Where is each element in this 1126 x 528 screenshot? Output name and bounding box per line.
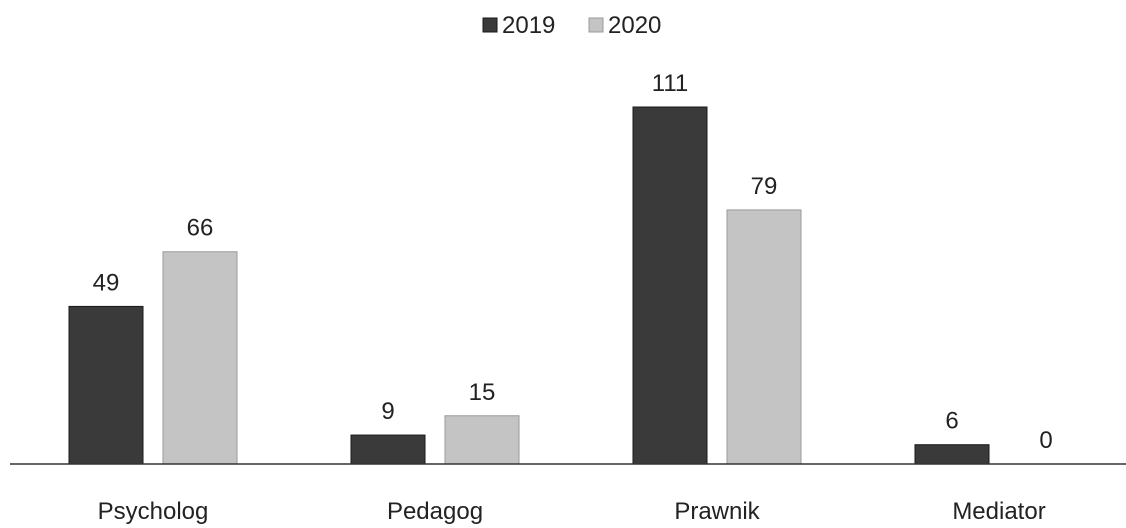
legend-swatch-2020: [588, 17, 604, 33]
value-label-psycholog-2019: 49: [93, 269, 120, 296]
bar-prawnik-2019: [632, 106, 708, 465]
category-labels-group: Psycholog Pedagog Prawnik Mediator: [98, 498, 1046, 525]
value-label-prawnik-2020: 79: [751, 173, 778, 200]
category-label-pedagog: Pedagog: [387, 498, 483, 525]
category-label-psycholog: Psycholog: [98, 498, 209, 525]
value-label-pedagog-2019: 9: [381, 398, 394, 425]
legend: 2019 2020: [482, 12, 661, 39]
bar-pedagog-2019: [350, 434, 426, 465]
value-label-mediator-2019: 6: [945, 408, 958, 435]
bar-mediator-2019: [914, 444, 990, 465]
value-label-psycholog-2020: 66: [187, 215, 214, 242]
legend-label-2020: 2020: [608, 12, 661, 39]
bar-pedagog-2020: [444, 415, 520, 465]
bars-group: [68, 106, 990, 465]
category-label-prawnik: Prawnik: [674, 498, 760, 525]
legend-swatch-2019: [482, 17, 498, 33]
bar-psycholog-2020: [162, 251, 238, 465]
value-label-prawnik-2019: 111: [652, 70, 688, 97]
bar-prawnik-2020: [726, 209, 802, 465]
legend-label-2019: 2019: [502, 12, 555, 39]
bar-psycholog-2019: [68, 305, 144, 465]
value-label-pedagog-2020: 15: [469, 379, 496, 406]
category-label-mediator: Mediator: [952, 498, 1045, 525]
value-labels-group: 49 66 9 15 111 79 6 0: [93, 70, 1053, 454]
value-label-mediator-2020: 0: [1039, 427, 1052, 454]
